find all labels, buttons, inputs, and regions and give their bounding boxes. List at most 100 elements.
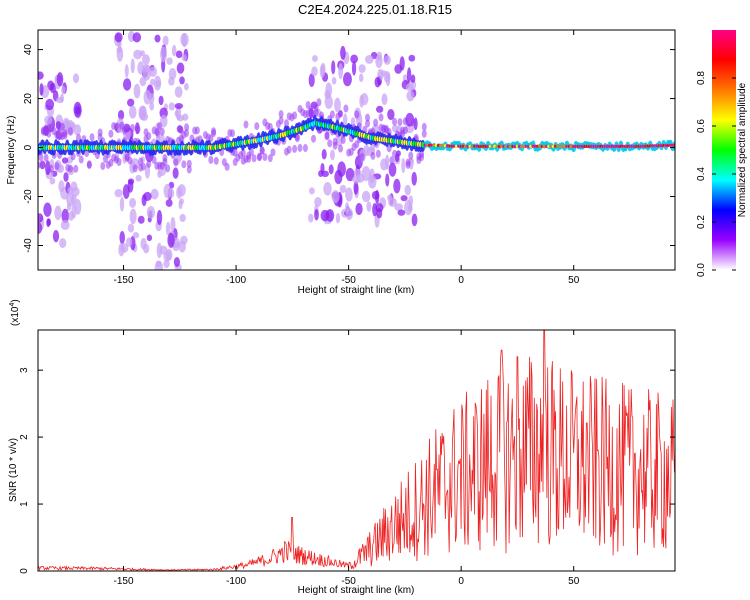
spectrogram-noise-mark	[259, 146, 265, 155]
spectrogram-scatter-mark	[163, 259, 170, 269]
spectrogram-scatter-mark	[394, 203, 404, 212]
spectrogram-scatter-mark	[361, 190, 371, 203]
spectrogram-scatter-mark	[329, 149, 335, 161]
spectrogram-noise-mark	[59, 122, 65, 131]
spectrogram-scatter-mark	[165, 248, 173, 261]
spectrogram-noise-mark	[378, 113, 384, 122]
spectrogram-scatter-mark	[181, 54, 187, 62]
spectrogram-scatter-mark	[168, 188, 175, 198]
spectrogram-noise-mark	[327, 139, 333, 148]
spectrogram-scatter-mark	[319, 64, 325, 78]
spectrogram-noise-mark	[54, 131, 60, 140]
spectrogram-scatter-mark	[408, 195, 414, 206]
snr-ylabel: SNR (10 * v/v)	[8, 438, 19, 502]
spectrogram-noise-mark	[211, 127, 217, 136]
spectrogram-scatter-mark	[407, 204, 413, 212]
spectrogram-scatter-mark	[308, 73, 315, 88]
spectrogram-scatter-mark	[49, 177, 56, 185]
spectrogram-scatter-mark	[337, 161, 346, 177]
spectrogram-scatter-mark	[72, 73, 80, 84]
spectrogram-noise-mark	[267, 154, 273, 163]
spectrogram-noise-mark	[375, 149, 381, 158]
spectrogram-noise-mark	[408, 151, 414, 160]
spectrogram-scatter-mark	[173, 257, 181, 267]
spectrogram-xlabel: Height of straight line (km)	[298, 285, 415, 296]
spectrogram-scatter-mark	[320, 162, 325, 174]
spectrogram-scatter-mark	[135, 174, 142, 182]
spectrogram-scatter-mark	[127, 178, 135, 185]
spectrogram-scatter-mark	[359, 94, 364, 108]
x-tick-label: 0	[458, 576, 464, 587]
spectrogram-noise-mark	[316, 98, 322, 107]
spectrogram-scatter-mark	[178, 240, 186, 253]
spectrogram-noise-mark	[302, 144, 308, 153]
spectrogram-scatter-mark	[309, 187, 315, 195]
spectrogram-scatter-mark	[411, 171, 417, 186]
spectrogram-noise-mark	[365, 113, 371, 122]
x-tick-label: -50	[341, 275, 356, 286]
spectrogram-noise-mark	[127, 156, 133, 165]
spectrogram-noise-mark	[421, 122, 427, 131]
spectrogram-scatter-mark	[176, 114, 185, 122]
spectrogram-scatter-mark	[159, 245, 168, 255]
spectrogram-scatter-mark	[45, 160, 51, 176]
spectrogram-scatter-mark	[141, 194, 147, 207]
spectrogram-scatter-mark	[61, 157, 69, 164]
spectrogram-scatter-mark	[311, 66, 318, 77]
spectrogram-scatter-mark	[371, 190, 380, 200]
spectrogram-scatter-mark	[129, 197, 137, 209]
spectrogram-scatter-mark	[38, 222, 43, 234]
spectrogram-noise-mark	[213, 156, 219, 165]
spectrogram-noise-mark	[78, 155, 84, 164]
spectrogram-scatter-mark	[165, 221, 171, 236]
spectrogram-scatter-mark	[339, 184, 347, 194]
spectrogram-noise-mark	[184, 129, 190, 138]
spectrogram-scatter-mark	[132, 231, 140, 239]
spectrogram-noise-mark	[151, 156, 157, 165]
snr-ticks: -150 -100 -50 0 50 0 1 2 3	[19, 330, 675, 587]
y-tick-label: 3	[19, 367, 30, 373]
spectrogram-scatter-mark	[358, 64, 366, 73]
x-tick-label: -100	[226, 275, 246, 286]
spectrogram-scatter-mark	[385, 154, 390, 170]
spectrogram-scatter-mark	[171, 44, 177, 57]
spectrogram-scatter-mark	[143, 243, 150, 254]
spectrogram-scatter-mark	[137, 215, 145, 224]
spectrogram-noise-mark	[256, 152, 262, 161]
x-tick-label: 0	[458, 275, 464, 286]
spectrogram-scatter-mark	[406, 67, 412, 84]
spectrogram-scatter-mark	[74, 106, 81, 115]
snr-panel: -150 -100 -50 0 50 0 1 2 3 Height of straight li…	[8, 299, 676, 596]
spectrogram-scatter-mark	[159, 114, 168, 128]
spectrogram-scatter-mark	[167, 232, 175, 248]
spectrogram-scatter-mark	[335, 135, 343, 147]
spectrogram-scatter-mark	[383, 55, 391, 65]
spectrogram-noise-mark	[421, 129, 427, 138]
spectrogram-scatter-mark	[71, 186, 80, 197]
spectrogram-scatter-mark	[44, 115, 53, 125]
spectrogram-panel: -150 -100 -50 0 50 -40 -20 0 20 40 Height of stra…	[6, 29, 676, 296]
y-tick-label: -40	[23, 238, 34, 253]
spectrogram-noise-mark	[278, 116, 284, 125]
spectrogram-scatter-mark	[168, 102, 175, 111]
spectrogram-noise-mark	[121, 126, 127, 135]
spectrogram-noise-mark	[146, 132, 152, 141]
spectrogram-scatter-mark	[59, 238, 67, 249]
spectrogram-noise-mark	[262, 152, 268, 161]
spectrogram-scatter-mark	[410, 74, 416, 84]
spectrogram-scatter-mark	[140, 112, 149, 121]
spectrogram-noise-mark	[365, 119, 371, 128]
spectrogram-scatter-mark	[182, 33, 187, 48]
spectrogram-scatter-mark	[328, 164, 334, 175]
spectrogram-noise-mark	[49, 164, 55, 173]
spectrogram-noise-mark	[354, 110, 360, 119]
spectrogram-scatter-mark	[155, 80, 161, 88]
spectrogram-scatter-mark	[61, 86, 66, 95]
spectrogram-noise-mark	[43, 153, 49, 162]
spectrogram-scatter-mark	[324, 95, 334, 109]
spectrogram-noise-mark	[89, 133, 95, 142]
spectrogram-scatter-mark	[381, 93, 388, 106]
colorbar-tick-label: 0.0	[696, 263, 707, 277]
spectrogram-scatter-mark	[126, 237, 133, 247]
spectrogram-scatter-mark	[137, 61, 145, 75]
